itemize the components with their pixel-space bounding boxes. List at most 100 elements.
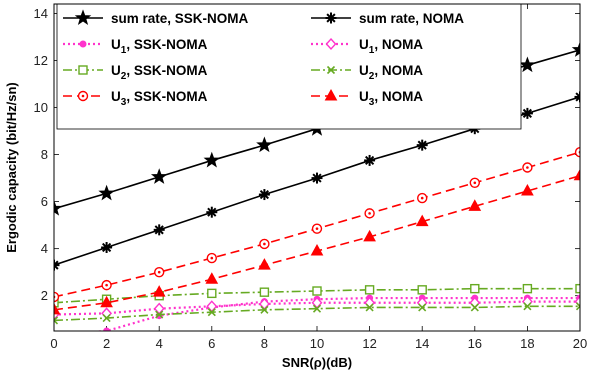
- legend-label-subscript: 1: [121, 45, 127, 56]
- circle-marker: [54, 291, 60, 303]
- legend-marker: [79, 40, 87, 48]
- legend-label: U3, SSK-NOMA: [111, 89, 208, 108]
- asterisk-stroke: [259, 189, 269, 200]
- series-u2-noma: [54, 302, 580, 325]
- data-point-u3-ssk-noma: [206, 252, 218, 264]
- data-point-u3-noma: [54, 302, 61, 315]
- star-marker: [519, 56, 536, 73]
- triangle-marker: [573, 168, 580, 181]
- data-point-sum-rate-ssk-noma: [150, 168, 168, 184]
- legend-label-main: sum rate, NOMA: [359, 11, 464, 26]
- y-tick-label: 14: [34, 6, 48, 21]
- star-marker: [98, 184, 115, 201]
- star-marker: [571, 41, 580, 57]
- dot-marker: [103, 327, 111, 331]
- x-marker-b: [102, 313, 111, 323]
- data-point-u3-noma: [258, 258, 271, 270]
- triangle-marker: [468, 199, 482, 211]
- data-point-sum-rate-noma: [153, 224, 165, 236]
- triangle-marker: [415, 214, 429, 227]
- asterisk-stroke: [102, 242, 112, 253]
- legend-label-main: U: [111, 89, 121, 104]
- data-point-sum-rate-noma: [521, 107, 533, 119]
- legend-entry-sum-rate-noma: sum rate, NOMA: [311, 11, 464, 26]
- data-point-u2-ssk-noma: [364, 285, 375, 295]
- circle-marker-dot: [157, 270, 161, 274]
- data-point-u2-noma: [365, 303, 374, 312]
- x-marker-b: [155, 310, 164, 319]
- x-tick-label: 14: [415, 336, 429, 351]
- data-point-u1-ssk-noma: [103, 327, 111, 331]
- data-point-u3-ssk-noma: [101, 279, 112, 291]
- legend-label: sum rate, SSK-NOMA: [111, 11, 249, 26]
- data-point-u2-ssk-noma: [470, 283, 480, 294]
- square-marker: [575, 283, 580, 294]
- circle-marker-dot: [81, 94, 85, 98]
- x-marker-b: [470, 303, 479, 312]
- triangle-marker: [521, 183, 534, 196]
- series-group: [54, 41, 580, 331]
- data-point-u3-ssk-noma: [311, 223, 323, 234]
- data-point-u3-noma: [363, 229, 376, 242]
- data-point-sum-rate-ssk-noma: [98, 184, 115, 201]
- asterisk-stroke: [326, 13, 336, 23]
- data-point-u3-ssk-noma: [469, 177, 480, 188]
- legend-label-subscript: 2: [369, 71, 375, 82]
- data-point-u2-ssk-noma: [575, 283, 580, 294]
- asterisk-stroke: [575, 95, 580, 102]
- data-point-sum-rate-ssk-noma: [203, 151, 221, 168]
- x-marker-b: [575, 305, 580, 311]
- legend-marker: [324, 88, 338, 101]
- square-marker: [207, 288, 217, 299]
- y-tick-label: 10: [34, 100, 48, 115]
- data-point-u2-noma: [207, 308, 216, 317]
- data-point-u2-ssk-noma: [259, 287, 270, 297]
- triangle-marker: [324, 88, 338, 101]
- data-point-u3-noma: [205, 272, 219, 284]
- x-tick-label: 4: [156, 336, 163, 351]
- star-marker: [256, 136, 273, 153]
- legend-label-rest: , NOMA: [374, 63, 423, 78]
- square-marker: [78, 65, 88, 75]
- legend-label-rest: , NOMA: [374, 37, 423, 52]
- legend-label-rest: , SSK-NOMA: [126, 89, 207, 104]
- data-point-sum-rate-ssk-noma: [519, 56, 536, 73]
- x-tick-label: 10: [310, 336, 324, 351]
- legend-marker: [74, 9, 92, 26]
- data-point-u2-noma: [312, 304, 322, 313]
- data-point-sum-rate-noma: [364, 154, 376, 166]
- data-point-u3-ssk-noma: [417, 192, 428, 204]
- legend-label-main: U: [359, 89, 369, 104]
- legend-marker: [77, 90, 89, 102]
- data-point-sum-rate-noma: [101, 241, 113, 253]
- data-point-u3-ssk-noma: [364, 208, 375, 219]
- legend-label: U1, SSK-NOMA: [111, 37, 208, 56]
- legend-label-main: U: [111, 37, 121, 52]
- data-point-sum-rate-noma: [54, 259, 60, 271]
- data-point-u3-noma: [415, 214, 429, 227]
- data-point-u2-ssk-noma: [312, 286, 322, 296]
- data-point-sum-rate-ssk-noma: [256, 136, 273, 153]
- legend-label-rest: , SSK-NOMA: [126, 63, 207, 78]
- data-point-u3-noma: [468, 199, 482, 211]
- legend-label-main: U: [111, 63, 121, 78]
- asterisk-stroke: [365, 155, 375, 166]
- x-marker-a: [575, 302, 580, 308]
- data-point-u3-noma: [100, 295, 113, 308]
- circle-marker: [574, 147, 580, 158]
- data-point-u3-noma: [152, 285, 166, 297]
- data-point-sum-rate-ssk-noma: [571, 41, 580, 57]
- data-point-u2-noma: [102, 313, 111, 323]
- x-marker-b: [326, 65, 336, 75]
- square-marker: [312, 286, 322, 296]
- x-tick-label: 12: [362, 336, 376, 351]
- y-tick-label: 6: [41, 194, 48, 209]
- legend-label: U2, SSK-NOMA: [111, 63, 208, 82]
- square-marker: [417, 285, 427, 295]
- star-marker: [74, 9, 92, 26]
- legend-entry-u2-noma: U2, NOMA: [311, 63, 423, 82]
- legend-label-subscript: 2: [121, 71, 127, 82]
- legend-entry-u2-ssk-noma: U2, SSK-NOMA: [63, 63, 208, 82]
